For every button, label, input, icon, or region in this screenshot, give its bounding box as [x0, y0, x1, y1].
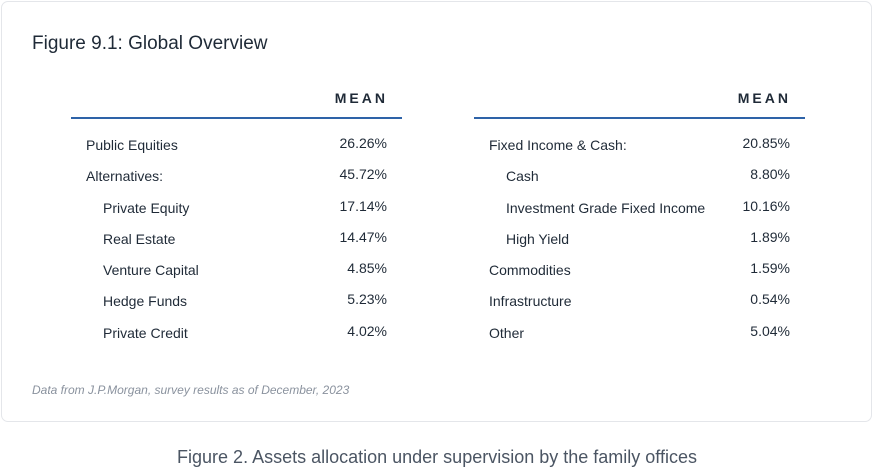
row-label: Alternatives:	[86, 168, 164, 185]
row-label: Infrastructure	[489, 293, 572, 310]
row-value: 5.04%	[750, 322, 790, 339]
table-row: Real Estate 14.47%	[71, 228, 402, 259]
table-row: Public Equities 26.26%	[71, 134, 402, 165]
figure-card: Figure 9.1: Global Overview MEAN Public …	[1, 1, 872, 422]
left-allocation-table: MEAN Public Equities 26.26% Alternatives: 4…	[71, 88, 402, 353]
left-table-header: MEAN	[71, 88, 402, 119]
figure-title: Figure 9.1: Global Overview	[32, 33, 268, 54]
table-row: Alternatives: 45.72%	[71, 165, 402, 196]
row-value: 45.72%	[339, 166, 387, 183]
row-label: High Yield	[506, 230, 570, 247]
row-value: 14.47%	[339, 228, 387, 245]
row-value: 5.23%	[347, 291, 387, 308]
table-row: Fixed Income & Cash: 20.85%	[474, 134, 805, 165]
right-mean-column-header: MEAN	[737, 90, 791, 106]
row-value: 10.16%	[742, 197, 790, 214]
left-table-rows: Public Equities 26.26% Alternatives: 45.72%…	[71, 134, 402, 353]
source-footnote: Data from J.P.Morgan, survey results as …	[32, 383, 350, 397]
row-value: 1.59%	[750, 260, 790, 277]
table-row: Private Equity 17.14%	[71, 197, 402, 228]
table-row: High Yield 1.89%	[474, 228, 805, 259]
row-value: 8.80%	[750, 166, 790, 183]
row-label: Commodities	[489, 262, 571, 279]
row-value: 20.85%	[742, 135, 790, 151]
table-row: Other 5.04%	[474, 322, 805, 353]
row-label: Venture Capital	[103, 262, 199, 279]
table-row: Investment Grade Fixed Income 10.16%	[474, 197, 805, 228]
row-value: 1.89%	[750, 228, 790, 245]
row-label: Investment Grade Fixed Income	[506, 199, 706, 216]
row-label: Cash	[506, 168, 539, 185]
left-mean-column-header: MEAN	[334, 90, 388, 106]
row-label: Other	[489, 324, 525, 341]
row-label: Private Credit	[103, 324, 188, 341]
right-table-rows: Fixed Income & Cash: 20.85% Cash 8.80% Inves…	[474, 134, 805, 353]
table-row: Infrastructure 0.54%	[474, 290, 805, 321]
row-label: Fixed Income & Cash:	[489, 137, 627, 153]
right-table-header: MEAN	[474, 88, 805, 119]
row-label: Private Equity	[103, 199, 190, 216]
table-row: Cash 8.80%	[474, 165, 805, 196]
row-label: Real Estate	[103, 230, 176, 247]
right-allocation-table: MEAN Fixed Income & Cash: 20.85% Cash 8.80%…	[474, 88, 805, 353]
row-label: Hedge Funds	[103, 293, 188, 310]
row-value: 0.54%	[750, 291, 790, 308]
row-value: 4.02%	[347, 322, 387, 339]
table-row: Venture Capital 4.85%	[71, 259, 402, 290]
figure-caption: Figure 2. Assets allocation under superv…	[177, 447, 697, 467]
row-value: 4.85%	[347, 260, 387, 277]
table-row: Commodities 1.59%	[474, 259, 805, 290]
row-value: 26.26%	[339, 135, 387, 151]
row-value: 17.14%	[339, 197, 387, 214]
table-row: Hedge Funds 5.23%	[71, 290, 402, 321]
row-label: Public Equities	[86, 137, 178, 153]
table-row: Private Credit 4.02%	[71, 322, 402, 353]
